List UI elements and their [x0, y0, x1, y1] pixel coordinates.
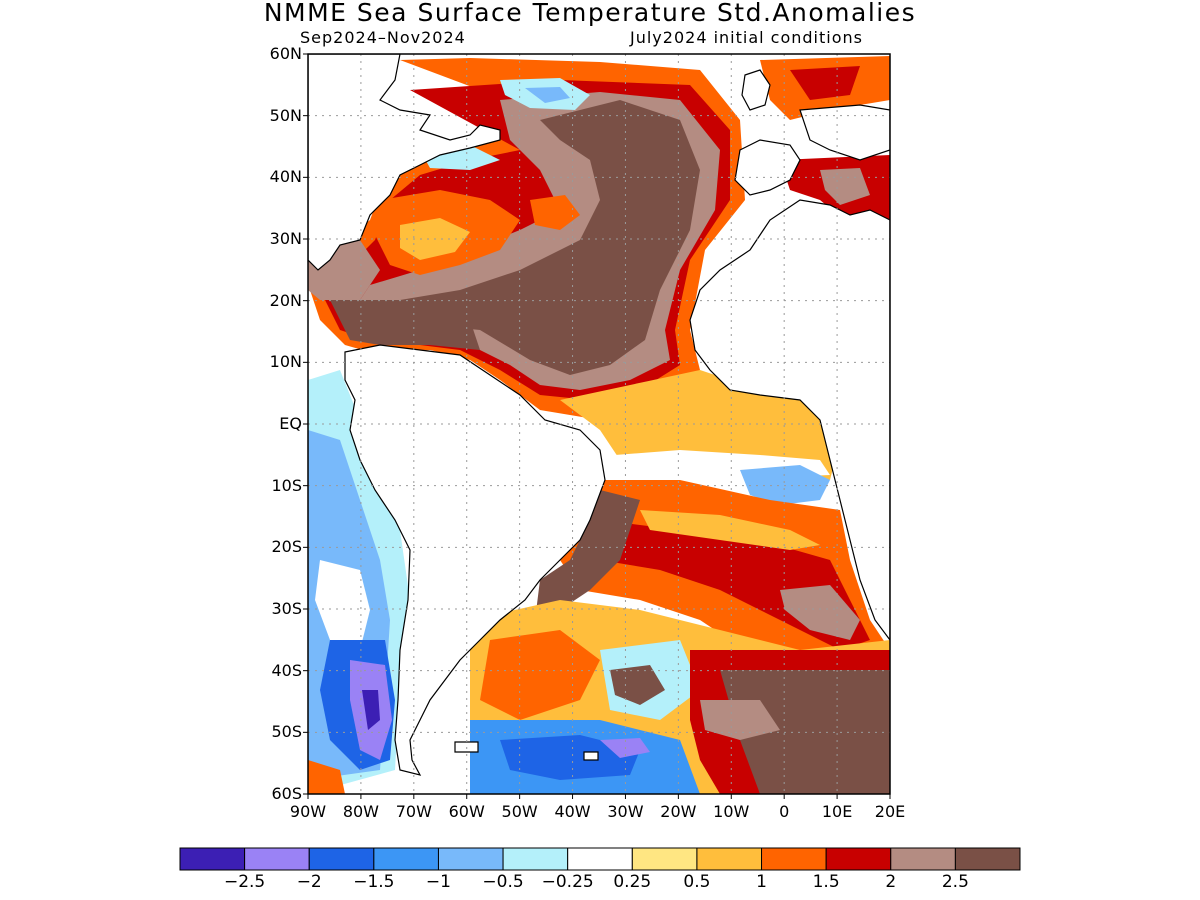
colorbar-label: −2.5: [223, 872, 266, 892]
colorbar-swatch: [825, 847, 892, 871]
cold-patch-gulf-guinea: [740, 465, 830, 505]
longitude-label: 30W: [607, 802, 644, 821]
europe-land: [799, 104, 890, 161]
longitude-label: 20W: [660, 802, 697, 821]
very-warm-patch-southeast: [700, 700, 780, 740]
latitude-label: 30S: [271, 599, 302, 618]
warm-corner-southwest: [308, 760, 345, 794]
longitude-label: 60W: [448, 802, 485, 821]
colorbar-label: −0.5: [482, 872, 524, 892]
colorbar-swatch: [179, 847, 246, 871]
colorbar-swatch: [502, 847, 569, 871]
south-georgia-land: [583, 751, 599, 761]
latitude-label: 50N: [269, 105, 302, 125]
colorbar-swatch: [373, 847, 439, 871]
colder-region-drake: [500, 735, 640, 780]
longitude-label: 10W: [713, 802, 750, 821]
moderate-band-equator: [560, 370, 840, 480]
very-warm-mediterranean: [820, 168, 870, 205]
very-warm-patch-benguela: [780, 585, 860, 640]
cold-patch-labrador: [525, 87, 570, 103]
extreme-warm-north-atlantic: [380, 100, 700, 375]
latitude-label: 20N: [269, 290, 302, 310]
latitude-label: 40S: [271, 660, 302, 680]
axis-ticks: [303, 53, 891, 799]
colorbar-swatch: [761, 847, 827, 871]
longitude-label: 40W: [554, 802, 591, 821]
warm-patch-argentine-basin: [480, 630, 600, 720]
colorbar-swatch: [244, 847, 310, 871]
moderate-streak-south-atlantic: [640, 510, 820, 550]
colorbar-label: 1: [756, 872, 767, 892]
longitude-label: 0: [779, 802, 790, 821]
latitude-label: EQ: [279, 414, 302, 433]
longitude-label: 50W: [501, 802, 538, 821]
colorbar-swatch: [437, 847, 504, 871]
colorbar-label: 1.5: [812, 872, 840, 892]
latitude-label: 30N: [269, 229, 302, 248]
colorbar-label: −2: [296, 872, 322, 892]
warm-pocket-east: [530, 195, 580, 230]
colorbar: [179, 847, 1021, 871]
british-isles-land: [741, 69, 771, 111]
season-label: Sep2024–Nov2024: [300, 28, 466, 47]
north-america-land: [308, 54, 501, 271]
latitude-label: 60S: [271, 784, 302, 803]
colorbar-swatch: [696, 847, 763, 871]
colorbar-swatch: [631, 847, 698, 871]
extreme-warm-caribbean: [330, 300, 480, 350]
longitude-label: 70W: [395, 802, 432, 821]
longitude-label: 90W: [289, 802, 327, 821]
colorbar-label: −1: [425, 872, 451, 892]
extreme-warm-brazil-current: [535, 490, 640, 620]
longitude-label: 80W: [342, 802, 379, 821]
colorbar-label: 0.25: [613, 872, 652, 892]
colorbar-swatch: [954, 847, 1021, 871]
initial-conditions-label: July2024 initial conditions: [630, 28, 863, 47]
latitude-label: 50S: [271, 722, 302, 742]
latitude-label: 40N: [269, 167, 302, 187]
latitude-label: 10S: [271, 475, 302, 495]
south-america-land: [344, 344, 606, 776]
extreme-cold-spot-chile: [362, 690, 380, 730]
colorbar-label: −1.5: [353, 872, 395, 892]
colorbar-label: 2.5: [941, 872, 969, 892]
map-title: NMME Sea Surface Temperature Std.Anomali…: [263, 0, 917, 27]
longitude-label: 20E: [874, 802, 906, 821]
colorbar-swatch: [308, 847, 375, 871]
longitude-label: 10E: [821, 802, 853, 821]
latitude-label: 10N: [269, 352, 302, 372]
neutral-patch-east-pacific: [315, 560, 370, 650]
graticule: [308, 54, 890, 794]
latitude-label: 20S: [271, 537, 302, 557]
colorbar-swatch: [567, 847, 633, 871]
colorbar-swatch: [890, 847, 956, 871]
land-masses: [308, 54, 890, 776]
colorbar-label: 2: [885, 872, 897, 892]
colorbar-label: −0.25: [541, 872, 594, 892]
latitude-label: 60N: [269, 44, 302, 63]
extreme-warm-spot-south: [610, 665, 665, 705]
africa-land: [689, 199, 890, 641]
strong-warm-north-sea: [790, 66, 860, 100]
colorbar-label: 0.5: [683, 872, 711, 892]
